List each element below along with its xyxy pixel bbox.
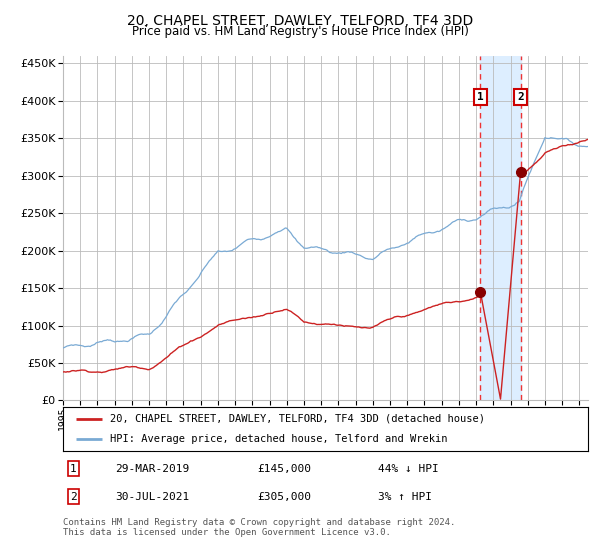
Text: 2: 2 — [517, 92, 524, 102]
Text: 2: 2 — [70, 492, 77, 502]
Text: 1: 1 — [477, 92, 484, 102]
Text: HPI: Average price, detached house, Telford and Wrekin: HPI: Average price, detached house, Telf… — [110, 434, 448, 444]
Text: £305,000: £305,000 — [257, 492, 311, 502]
Text: 20, CHAPEL STREET, DAWLEY, TELFORD, TF4 3DD (detached house): 20, CHAPEL STREET, DAWLEY, TELFORD, TF4 … — [110, 414, 485, 424]
Text: Contains HM Land Registry data © Crown copyright and database right 2024.
This d: Contains HM Land Registry data © Crown c… — [63, 518, 455, 538]
Text: 20, CHAPEL STREET, DAWLEY, TELFORD, TF4 3DD: 20, CHAPEL STREET, DAWLEY, TELFORD, TF4 … — [127, 14, 473, 28]
Text: 44% ↓ HPI: 44% ↓ HPI — [378, 464, 439, 474]
Text: Price paid vs. HM Land Registry's House Price Index (HPI): Price paid vs. HM Land Registry's House … — [131, 25, 469, 38]
Text: £145,000: £145,000 — [257, 464, 311, 474]
Text: 3% ↑ HPI: 3% ↑ HPI — [378, 492, 432, 502]
Text: 29-MAR-2019: 29-MAR-2019 — [115, 464, 190, 474]
Text: 30-JUL-2021: 30-JUL-2021 — [115, 492, 190, 502]
Bar — [481, 56, 521, 400]
Text: 1: 1 — [70, 464, 77, 474]
